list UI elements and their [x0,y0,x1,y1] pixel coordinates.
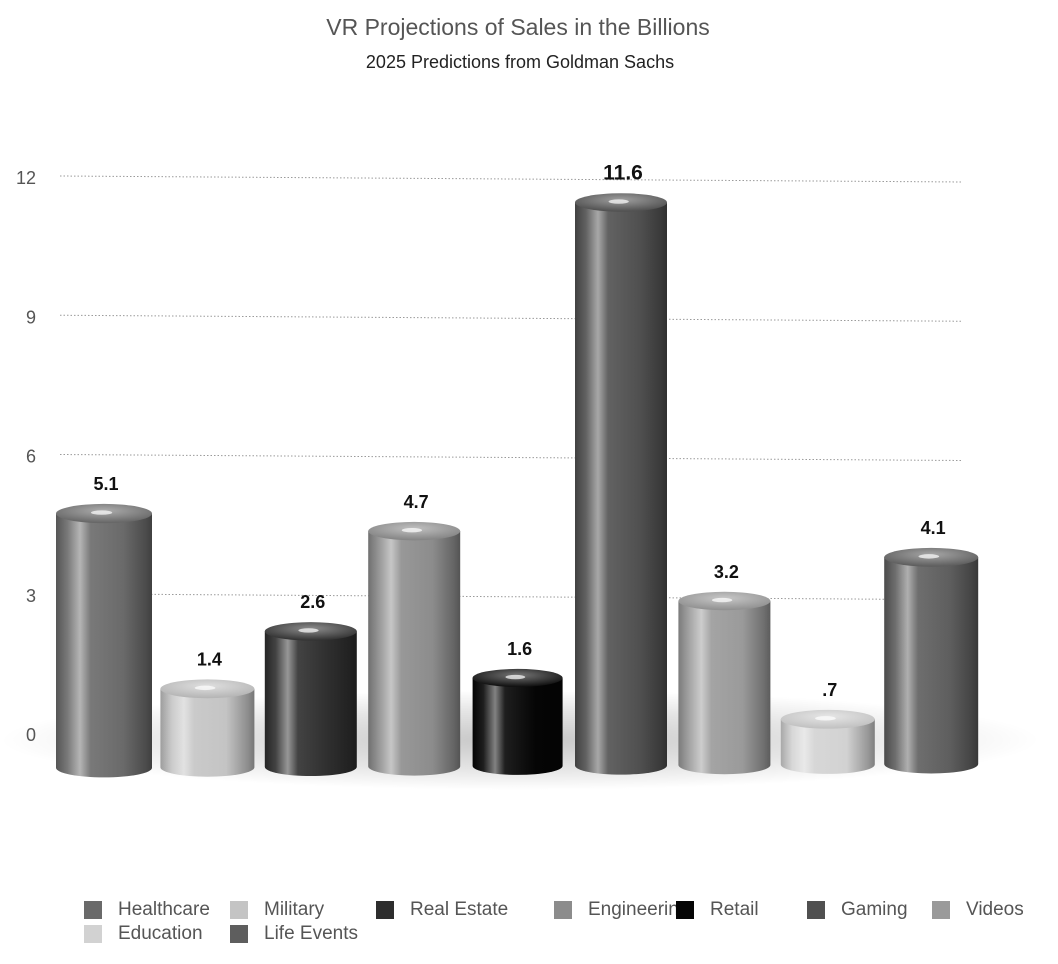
bar-life-events [884,547,979,774]
bar-body [264,631,357,777]
bar-top-highlight [815,716,836,721]
legend-label: Engineering [588,899,690,920]
bar-healthcare [56,503,152,778]
legend-label: Real Estate [410,899,509,920]
bar-gaming [575,193,667,775]
grid-line [59,314,963,322]
y-axis: 0 3 6 9 12 [16,168,36,745]
chart-subtitle: 2025 Predictions from Goldman Sachs [365,52,675,72]
bar-education [780,709,875,774]
data-label: 1.6 [507,639,532,659]
bar-body [368,531,461,776]
data-label: .7 [822,680,837,700]
y-tick-label: 3 [26,586,36,606]
bar-body [780,719,875,774]
bar-body [56,513,152,778]
data-label: 5.1 [93,474,118,494]
bar-top-highlight [91,510,113,515]
bar-top-highlight [918,554,940,559]
bar-videos [678,591,771,775]
legend-swatch [807,901,825,919]
data-label: 4.7 [404,492,429,512]
bar-body [575,202,667,775]
legend-swatch [554,901,572,919]
y-tick-label: 6 [26,447,36,467]
legend-label: Gaming [841,899,908,920]
legend-swatch [230,925,248,943]
data-label: 2.6 [300,592,325,612]
data-label: 1.4 [197,649,222,669]
legend-swatch [932,901,950,919]
data-label: 11.6 [603,161,643,184]
y-tick-label: 9 [26,307,36,327]
bar-top-highlight [711,597,733,603]
legend-label: Healthcare [118,899,210,920]
grid-line [59,454,963,461]
bar-body [160,688,255,777]
legend-swatch [230,901,248,919]
legend-swatch [84,901,102,919]
bar-top-highlight [194,685,216,691]
bar-body [472,677,563,775]
bar-military [160,679,255,777]
grid-line [59,175,963,183]
legend-label: Life Events [264,923,358,944]
bar-top-highlight [298,628,319,633]
y-tick-label: 12 [16,168,36,188]
data-label: 4.1 [921,518,946,538]
chart-title: VR Projections of Sales in the Billions [326,14,710,40]
legend-swatch [676,901,694,919]
bar-top-highlight [608,199,629,204]
y-tick-label: 0 [26,725,36,745]
bar-top-highlight [401,528,423,533]
bar-top-highlight [505,674,526,680]
chart-plot: 0 3 6 9 12 5.1 1.4 2.6 4.7 1.6 11.6 3.2 .7 4.1 [0,161,1040,790]
legend-label: Videos [966,899,1024,920]
legend-label: Retail [710,899,759,920]
grid-lines [59,175,963,601]
legend-label: Military [264,899,325,920]
bar-body [678,600,771,775]
bar-retail [472,668,563,775]
legend-swatch [84,925,102,943]
bar-engineering [368,521,461,776]
grid-line [59,593,963,601]
bar-real-estate [264,622,357,777]
legend-swatch [376,901,394,919]
data-labels: 5.1 1.4 2.6 4.7 1.6 11.6 3.2 .7 4.1 [93,161,945,700]
legend-label: Education [118,923,203,944]
bars [56,193,979,778]
bar-body [884,557,979,774]
data-label: 3.2 [714,562,739,582]
